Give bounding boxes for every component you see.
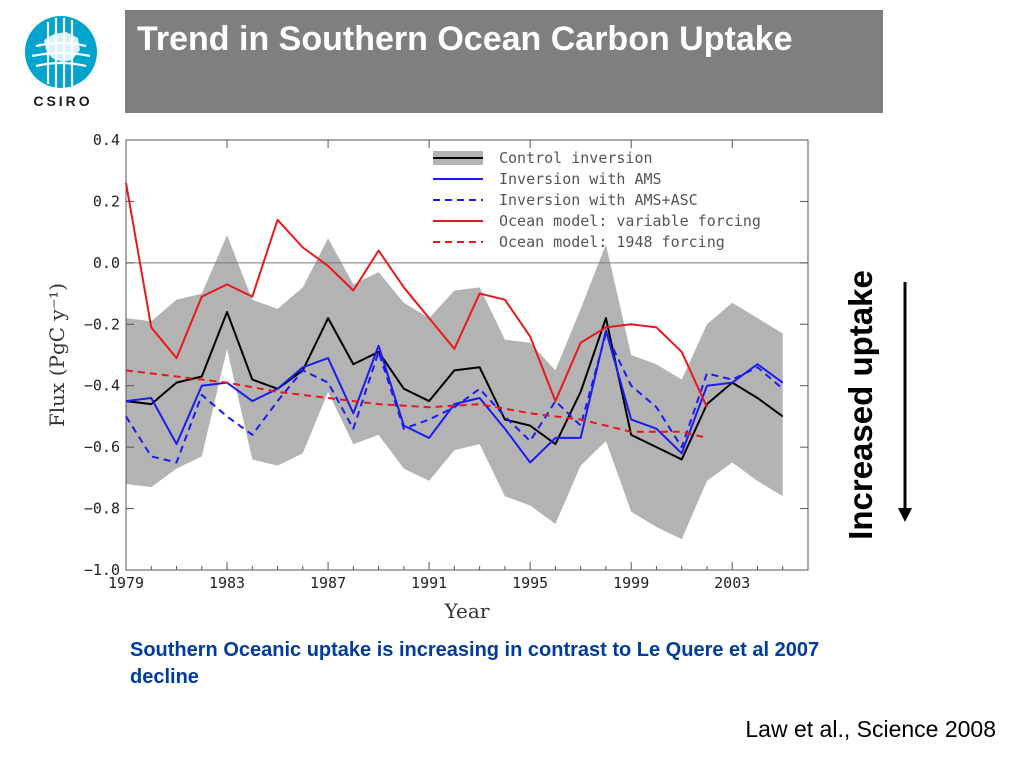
x-tick-label: 1995 [512,574,548,592]
legend-entry-5: Ocean model: 1948 forcing [499,233,725,251]
y-tick-label: −0.2 [84,315,120,333]
legend-entry-4: Ocean model: variable forcing [499,212,761,230]
series-line-5 [125,369,708,439]
x-axis-label: Year [444,599,490,623]
legend-entry-1: Control inversion [499,149,653,167]
y-tick-label: 0.0 [93,254,120,272]
legend-entry-2: Inversion with AMS [499,170,662,188]
y-tick-label: −0.4 [84,377,120,395]
flux-chart: 1979 1983 1987 1991 1995 1999 2003 0.4 0.2 0.0 −0.… [40,128,820,633]
down-arrow-icon [895,280,915,525]
y-tick-label: 0.2 [93,192,120,210]
y-tick-label: −0.8 [84,500,120,518]
legend-entry-3: Inversion with AMS+ASC [499,191,698,209]
series-line-2 [125,329,784,464]
x-tick-label: 2003 [714,574,750,592]
y-tick-label: 0.4 [93,131,120,149]
caption: Southern Oceanic uptake is increasing in… [130,639,820,688]
series-line-1 [125,311,784,461]
csiro-globe-icon: CSIRO [25,16,97,109]
side-label-text: Increased uptake [842,270,879,540]
flux-chart-svg: 1979 1983 1987 1991 1995 1999 2003 0.4 0.2 0.0 −0.… [45,131,809,623]
csiro-logo: CSIRO [18,10,108,110]
x-tick-label: 1979 [108,574,144,592]
plot-frame [125,139,809,571]
series-line-4 [125,182,708,408]
x-tick-label: 1987 [310,574,346,592]
slide-title: Trend in Southern Ocean Carbon Uptake [137,20,793,58]
x-tick-label: 1991 [411,574,447,592]
x-tick-label: 1999 [613,574,649,592]
increased-uptake-label: Increased uptake [838,230,882,580]
title-bar: Trend in Southern Ocean Carbon Uptake [125,10,883,113]
citation: Law et al., Science 2008 [745,716,996,742]
y-tick-label: −0.6 [84,438,120,456]
x-tick-label: 1983 [209,574,245,592]
y-tick-label: −1.0 [84,561,120,579]
series-line-3 [125,332,784,464]
logo-text: CSIRO [33,93,92,109]
y-axis-label: Flux (PgC y⁻¹) [45,283,69,427]
uncertainty-band [126,235,783,540]
